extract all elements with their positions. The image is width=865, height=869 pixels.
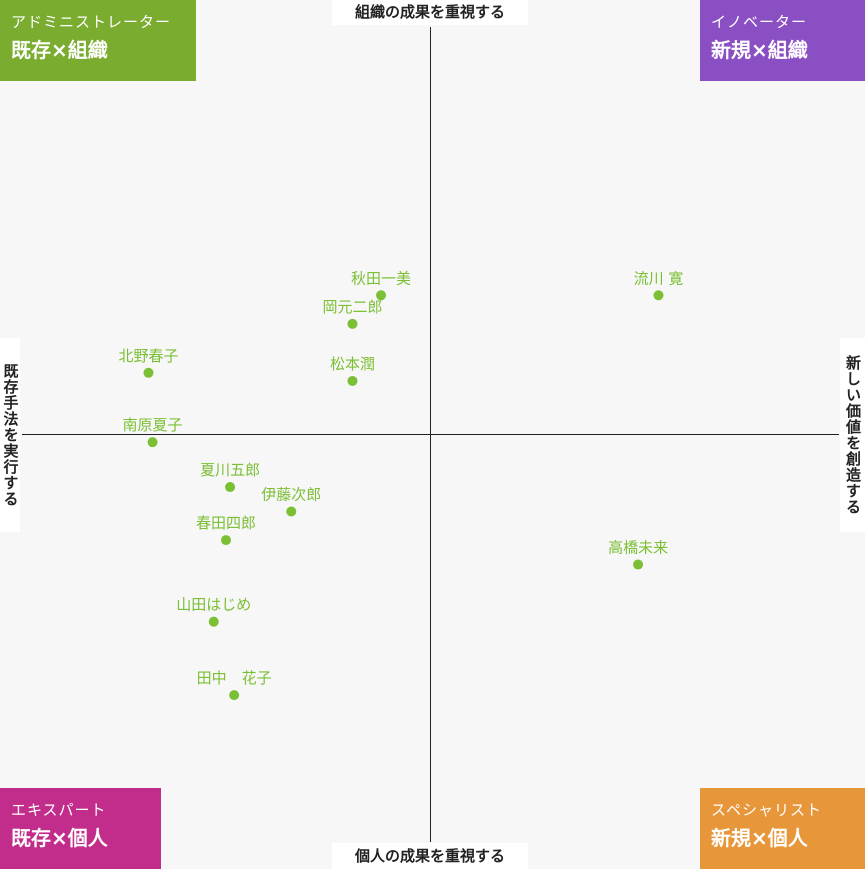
data-point-label: 高橋未来 xyxy=(608,539,668,557)
horizontal-axis-line xyxy=(22,434,839,435)
quadrant-title: 既存×組織 xyxy=(11,38,108,62)
data-point xyxy=(221,535,231,546)
data-point-label: 山田はじめ xyxy=(176,596,251,614)
quadrant-expert: エキスパート 既存×個人 xyxy=(0,788,161,869)
data-point-label: 夏川五郎 xyxy=(200,461,260,479)
data-point xyxy=(376,290,387,301)
quadrant-title: 新規×個人 xyxy=(711,826,808,850)
axis-label-left: 既存手法を実行する xyxy=(0,338,20,532)
data-point-label: 田中 花子 xyxy=(197,669,272,687)
data-point-label: 秋田一美 xyxy=(351,269,411,287)
data-point xyxy=(208,616,219,627)
quadrant-administrator: アドミニストレーター 既存×組織 xyxy=(0,0,196,81)
data-point xyxy=(653,290,664,301)
quadrant-subtitle: エキスパート xyxy=(11,801,107,819)
data-point xyxy=(347,375,358,386)
data-point xyxy=(143,367,154,378)
quadrant-subtitle: イノベーター xyxy=(711,13,808,31)
data-point xyxy=(147,437,158,448)
data-point xyxy=(347,318,358,329)
quadrant-title: 新規×組織 xyxy=(711,38,808,62)
data-point-label: 南原夏子 xyxy=(123,416,183,434)
data-point xyxy=(229,690,240,701)
data-point-label: 伊藤次郎 xyxy=(261,486,321,504)
quadrant-innovator: イノベーター 新規×組織 xyxy=(700,0,865,81)
data-point xyxy=(286,506,297,517)
data-point-label: 春田四郎 xyxy=(196,514,256,532)
data-point-label: 流川 寛 xyxy=(634,269,684,287)
quadrant-specialist: スペシャリスト 新規×個人 xyxy=(700,788,865,869)
quadrant-subtitle: アドミニストレーター xyxy=(11,13,172,31)
axis-label-bottom: 個人の成果を重視する xyxy=(332,843,528,869)
quadrant-title: 既存×個人 xyxy=(11,826,108,850)
data-point xyxy=(225,482,236,493)
axis-label-right: 新しい価値を創造する xyxy=(840,338,865,532)
quadrant-subtitle: スペシャリスト xyxy=(711,801,822,819)
data-point-label: 松本潤 xyxy=(330,355,375,373)
data-point-label: 北野春子 xyxy=(118,347,178,365)
data-point-label: 岡元二郎 xyxy=(322,298,382,316)
data-point xyxy=(633,559,644,570)
axis-label-top: 組織の成果を重視する xyxy=(332,0,528,25)
